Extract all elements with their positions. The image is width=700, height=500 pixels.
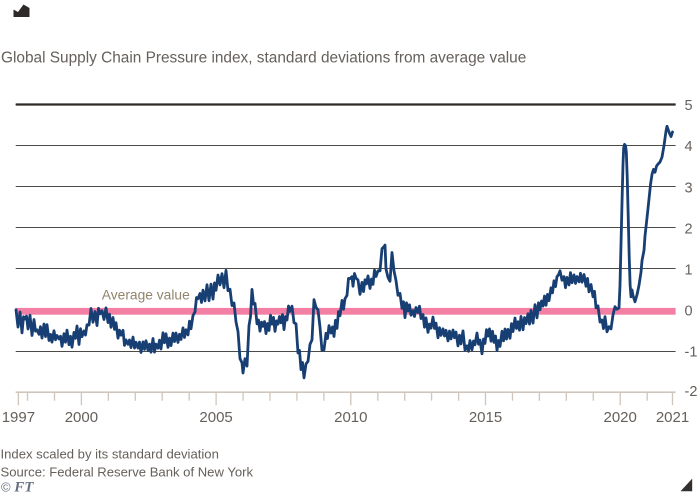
- svg-text:3: 3: [685, 180, 693, 196]
- svg-text:2005: 2005: [199, 409, 232, 426]
- svg-text:Global Supply Chain Pressure i: Global Supply Chain Pressure index, stan…: [1, 50, 526, 67]
- svg-text:2010: 2010: [334, 409, 367, 426]
- svg-text:-2: -2: [685, 384, 698, 400]
- svg-text:Source: Federal Reserve Bank o: Source: Federal Reserve Bank of New York: [1, 464, 254, 479]
- svg-text:4: 4: [685, 139, 693, 155]
- svg-text:-1: -1: [685, 345, 698, 361]
- svg-text:Average value: Average value: [102, 288, 190, 303]
- svg-text:2015: 2015: [469, 409, 502, 426]
- svg-text:Index scaled by its standard d: Index scaled by its standard deviation: [1, 446, 219, 461]
- svg-text:1997: 1997: [2, 409, 35, 426]
- svg-text:1: 1: [685, 263, 693, 279]
- svg-text:© FT: © FT: [1, 479, 34, 495]
- svg-text:2000: 2000: [65, 409, 98, 426]
- svg-text:2: 2: [685, 221, 693, 237]
- svg-text:0: 0: [685, 304, 693, 320]
- svg-text:5: 5: [685, 98, 693, 114]
- svg-text:2021: 2021: [656, 409, 689, 426]
- svg-text:2020: 2020: [604, 409, 637, 426]
